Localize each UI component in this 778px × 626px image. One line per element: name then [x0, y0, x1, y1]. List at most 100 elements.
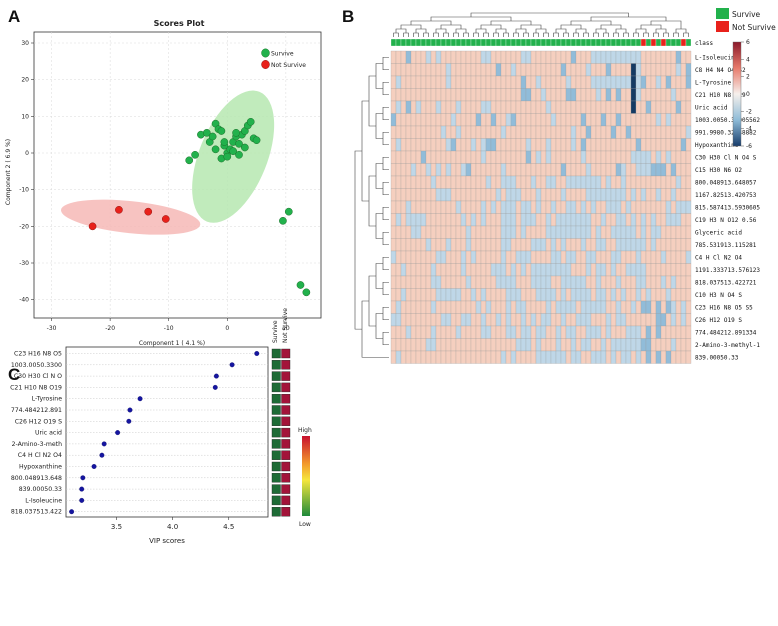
heatmap-cell [685, 213, 692, 227]
heatmap-cell [630, 100, 637, 114]
heatmap-class-cell [590, 38, 597, 47]
heatmap-cell [595, 238, 602, 252]
heatmap-cell [390, 63, 397, 77]
legend-not-survive-label: Not Survive [271, 62, 306, 69]
heatmap-cell [535, 275, 542, 289]
heatmap-cell [580, 238, 587, 252]
heatmap-cell [650, 163, 657, 177]
heatmap-cell [515, 63, 522, 77]
heatmap-cell [540, 313, 547, 327]
heatmap-cell [680, 63, 687, 77]
heatmap-cell [495, 175, 502, 189]
heatmap-cell [595, 325, 602, 339]
heatmap-cell [615, 213, 622, 227]
heatmap-cell [580, 188, 587, 202]
heatmap-cell [450, 300, 457, 314]
heatmap-cell [675, 88, 682, 102]
heatmap-cell [570, 313, 577, 327]
vip-x-ticks: 3.5 4.0 4.5 [111, 517, 234, 531]
heatmap-cell [585, 113, 592, 127]
heatmap-class-cell [430, 38, 437, 47]
heatmap-cell [420, 338, 427, 352]
panel-c-letter: C [8, 365, 20, 384]
heatmap-cell [640, 238, 647, 252]
heatmap-cell [545, 50, 552, 64]
heatmap-cell [405, 138, 412, 152]
heatmap-cell [485, 338, 492, 352]
heatmap-cell [620, 150, 627, 164]
heatmap-cell [660, 275, 667, 289]
heatmap-cell [635, 138, 642, 152]
heatmap-cell [600, 113, 607, 127]
heatmap-cell [550, 313, 557, 327]
heatmap-cell [410, 200, 417, 214]
heatmap-cell [555, 300, 562, 314]
heatmap-cell [625, 313, 632, 327]
heatmap-cell [585, 188, 592, 202]
heatmap-cell [615, 125, 622, 139]
heatmap-cell [605, 225, 612, 239]
heatmap-cell [680, 163, 687, 177]
heatmap-cell [550, 138, 557, 152]
heatmap-cell [505, 300, 512, 314]
heatmap-cell [645, 125, 652, 139]
heatmap-cell [570, 238, 577, 252]
heatmap-cell [615, 150, 622, 164]
heatmap-cell [450, 250, 457, 264]
heatmap-cell [535, 300, 542, 314]
heatmap-cell [640, 250, 647, 264]
heatmap-cell [630, 275, 637, 289]
heatmap-cell [590, 275, 597, 289]
scores-point-survive [229, 147, 237, 156]
heatmap-cell [585, 338, 592, 352]
heatmap-cell [450, 238, 457, 252]
heatmap-cell [445, 63, 452, 77]
heatmap-cell [660, 138, 667, 152]
heatmap-cell [455, 338, 462, 352]
heatmap-cell [525, 275, 532, 289]
heatmap-cell [560, 238, 567, 252]
heatmap-cell [595, 75, 602, 89]
heatmap-cell [605, 313, 612, 327]
heatmap-cell [410, 250, 417, 264]
scores-legend: Survive Not Survive [261, 48, 306, 69]
heatmap-cell [475, 275, 482, 289]
heatmap-cell [640, 213, 647, 227]
heatmap-cell [395, 175, 402, 189]
heatmap-cell [420, 63, 427, 77]
heatmap-class-cell [525, 38, 532, 47]
heatmap-cell [650, 238, 657, 252]
heatmap-cell [570, 125, 577, 139]
heatmap-cell [490, 238, 497, 252]
heatmap-cell [615, 288, 622, 302]
heatmap-cell [525, 88, 532, 102]
heatmap-cell [620, 125, 627, 139]
heatmap-cell [480, 250, 487, 264]
heatmap-cell [565, 225, 572, 239]
heatmap-cell [675, 63, 682, 77]
heatmap-cell [565, 75, 572, 89]
heatmap-cell [500, 313, 507, 327]
heatmap-cell [420, 88, 427, 102]
heatmap-cell [480, 238, 487, 252]
heatmap-legend-not-survive-swatch [716, 21, 729, 32]
heatmap-cell [560, 275, 567, 289]
heatmap-cell [485, 75, 492, 89]
heatmap-cell [665, 100, 672, 114]
heatmap-cell [415, 338, 422, 352]
heatmap-cell [520, 75, 527, 89]
heatmap-cell [620, 338, 627, 352]
heatmap-cell [415, 50, 422, 64]
heatmap-cell [470, 138, 477, 152]
heatmap-cell [645, 50, 652, 64]
heatmap-cell [445, 250, 452, 264]
heatmap-cell [430, 75, 437, 89]
heatmap-cell [630, 150, 637, 164]
heatmap-cell [500, 350, 507, 364]
heatmap-row-label: L-Tyrosine [695, 79, 732, 86]
heatmap-cell [525, 113, 532, 127]
heatmap-cell [470, 225, 477, 239]
heatmap-cell [570, 138, 577, 152]
heatmap-cell [620, 250, 627, 264]
heatmap-cell [495, 100, 502, 114]
